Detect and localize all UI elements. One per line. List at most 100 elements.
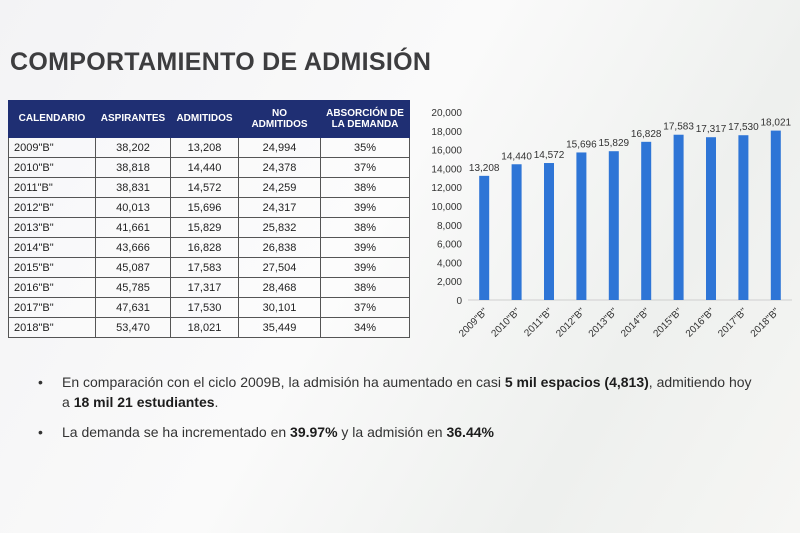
page-title: COMPORTAMIENTO DE ADMISIÓN — [10, 48, 432, 76]
bullet-highlight: 36.44% — [446, 424, 494, 440]
table-cell: 14,440 — [170, 157, 239, 178]
header-admitidos: ADMITIDOS — [170, 100, 239, 138]
x-tick-label: 2010"B" — [489, 306, 523, 340]
table-row: 2016"B" 45,785 17,317 28,468 38% — [8, 277, 410, 298]
table-cell: 24,259 — [238, 177, 321, 198]
table-cell: 39% — [320, 257, 410, 278]
table-header-row: CALENDARIO ASPIRANTES ADMITIDOS NO ADMIT… — [8, 100, 410, 138]
table-cell: 17,317 — [170, 277, 239, 298]
table-cell: 39% — [320, 237, 410, 258]
table-cell: 37% — [320, 297, 410, 318]
y-tick-label: 20,000 — [431, 108, 462, 119]
table-cell: 35% — [320, 137, 410, 158]
x-tick-label: 2013"B" — [587, 306, 621, 340]
table-cell: 2015"B" — [8, 257, 96, 278]
bar — [706, 137, 716, 300]
table-cell: 14,572 — [170, 177, 239, 198]
y-tick-label: 10,000 — [431, 202, 462, 213]
bullet-highlight: 39.97% — [290, 424, 338, 440]
header-calendario: CALENDARIO — [8, 100, 96, 138]
table-row: 2013"B" 41,661 15,829 25,832 38% — [8, 217, 410, 238]
table-cell: 45,785 — [95, 277, 171, 298]
data-label: 15,696 — [566, 139, 597, 150]
table-cell: 2016"B" — [8, 277, 96, 298]
bar — [673, 134, 684, 300]
y-tick-label: 2,000 — [437, 277, 462, 288]
table-cell: 2017"B" — [8, 297, 96, 318]
table-cell: 25,832 — [238, 217, 321, 238]
bullet-text: , admitiendo hoy a — [62, 374, 752, 410]
x-tick-label: 2009"B" — [457, 306, 491, 340]
bullet-text: En comparación con el ciclo 2009B, la ad… — [62, 374, 505, 390]
table-cell: 2013"B" — [8, 217, 96, 238]
table-cell: 38% — [320, 177, 410, 198]
bar — [576, 152, 587, 300]
bullet-highlight: 5 mil espacios (4,813) — [504, 374, 649, 390]
bullet-list: • En comparación con el ciclo 2009B, la a… — [38, 372, 758, 452]
x-tick-label: 2011"B" — [522, 306, 555, 339]
bullet-text: y la admisión en — [337, 424, 447, 440]
table-cell: 47,631 — [95, 297, 171, 318]
admission-table: CALENDARIO ASPIRANTES ADMITIDOS NO ADMIT… — [8, 100, 410, 338]
table-cell: 38% — [320, 217, 410, 238]
table-row: 2015"B" 45,087 17,583 27,504 39% — [8, 257, 410, 278]
bullet-item: • En comparación con el ciclo 2009B, la a… — [38, 372, 758, 412]
header-absorcion: ABSORCIÓN DE LA DEMANDA — [320, 100, 410, 138]
table-cell: 43,666 — [95, 237, 171, 258]
bar — [738, 135, 749, 300]
header-aspirantes: ASPIRANTES — [95, 100, 171, 138]
bar — [479, 175, 490, 300]
table-cell: 13,208 — [170, 137, 239, 158]
table-row: 2010"B" 38,818 14,440 24,378 37% — [8, 157, 410, 178]
bullet-icon: • — [38, 374, 43, 390]
bar — [608, 151, 619, 300]
x-tick-label: 2015"B" — [651, 306, 685, 340]
table-cell: 26,838 — [238, 237, 321, 258]
table-cell: 24,994 — [238, 137, 321, 158]
table-cell: 34% — [320, 317, 410, 338]
table-row: 2018"B" 53,470 18,021 35,449 34% — [8, 317, 410, 338]
table-cell: 16,828 — [170, 237, 239, 258]
data-label: 14,440 — [501, 151, 532, 162]
table-cell: 28,468 — [238, 277, 321, 298]
data-label: 14,572 — [534, 150, 565, 161]
table-cell: 53,470 — [95, 317, 171, 338]
table-row: 2012"B" 40,013 15,696 24,317 39% — [8, 197, 410, 218]
table-cell: 30,101 — [238, 297, 321, 318]
y-tick-label: 14,000 — [431, 164, 462, 175]
table-cell: 2009"B" — [8, 137, 96, 158]
table-cell: 2014"B" — [8, 237, 96, 258]
table-cell: 41,661 — [95, 217, 171, 238]
table-cell: 2012"B" — [8, 197, 96, 218]
bullet-text: . — [214, 394, 219, 410]
table-cell: 39% — [320, 197, 410, 218]
table-cell: 17,530 — [170, 297, 239, 318]
data-label: 18,021 — [761, 118, 792, 129]
table-cell: 18,021 — [170, 317, 239, 338]
data-label: 17,583 — [663, 122, 694, 133]
y-tick-label: 12,000 — [431, 183, 462, 194]
table-row: 2011"B" 38,831 14,572 24,259 38% — [8, 177, 410, 198]
y-tick-label: 6,000 — [437, 240, 462, 251]
table-cell: 15,829 — [170, 217, 239, 238]
bullet-item: • La demanda se ha incrementado en 39.97%… — [38, 422, 758, 442]
table-cell: 27,504 — [238, 257, 321, 278]
table-cell: 24,317 — [238, 197, 321, 218]
x-tick-label: 2014"B" — [619, 306, 653, 340]
table-cell: 2011"B" — [8, 177, 96, 198]
bar — [511, 164, 522, 300]
table-cell: 45,087 — [95, 257, 171, 278]
table-cell: 38,818 — [95, 157, 171, 178]
table-cell: 38% — [320, 277, 410, 298]
table-row: 2009"B" 38,202 13,208 24,994 35% — [8, 137, 410, 158]
table-cell: 38,202 — [95, 137, 171, 158]
table-cell: 2018"B" — [8, 317, 96, 338]
data-label: 17,530 — [728, 122, 759, 133]
y-tick-label: 18,000 — [431, 127, 462, 138]
table-cell: 38,831 — [95, 177, 171, 198]
y-tick-label: 16,000 — [431, 146, 462, 157]
y-tick-label: 4,000 — [437, 258, 462, 269]
y-tick-label: 0 — [456, 296, 462, 307]
x-tick-label: 2016"B" — [684, 306, 718, 340]
data-label: 13,208 — [469, 163, 500, 174]
